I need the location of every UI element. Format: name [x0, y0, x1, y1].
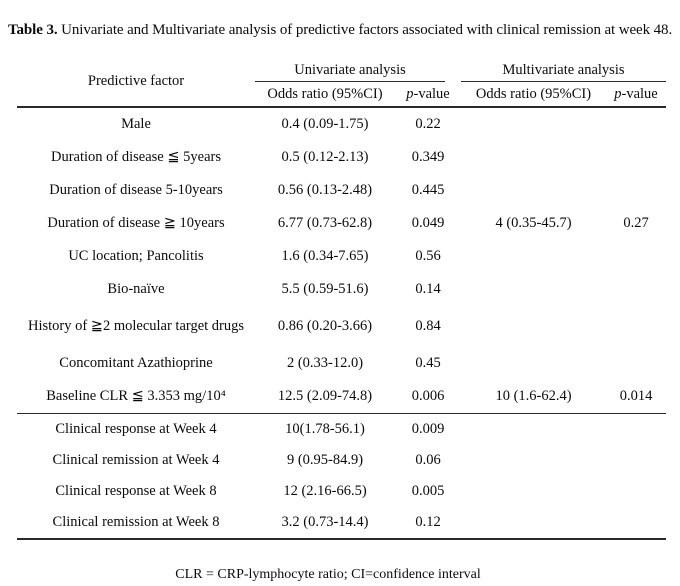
table-row: Baseline CLR ≦ 3.353 mg/10⁴ 12.5 (2.09-7… — [17, 380, 666, 413]
cell-uni-p-value: 0.349 — [411, 149, 445, 165]
table-body-outcomes: Clinical response at Week 4 10(1.78-56.1… — [17, 413, 666, 540]
table-row: Clinical response at Week 4 10(1.78-56.1… — [17, 414, 666, 445]
cell-factor: Clinical remission at Week 4 — [52, 452, 220, 468]
table-row: History of ≧2 molecular target drugs 0.8… — [17, 306, 666, 347]
header-multi-odds-ratio: Odds ratio (95%CI) — [475, 85, 592, 102]
cell-factor: Bio-naïve — [107, 281, 165, 297]
header-uni-odds-ratio: Odds ratio (95%CI) — [267, 85, 383, 102]
cell-uni-odds-ratio: 9 (0.95-84.9) — [286, 452, 364, 468]
cell-uni-odds-ratio: 6.77 (0.73-62.8) — [277, 215, 373, 231]
cell-uni-p-value: 0.45 — [415, 355, 441, 371]
cell-uni-odds-ratio: 0.5 (0.12-2.13) — [281, 149, 369, 165]
table-row: Clinical remission at Week 8 3.2 (0.73-1… — [17, 507, 666, 538]
cell-multi-p-value: 0.014 — [619, 388, 653, 404]
table-caption-label: Table 3. — [8, 22, 58, 38]
cell-factor: Duration of disease 5-10years — [49, 182, 223, 198]
table-row: UC location; Pancolitis 1.6 (0.34-7.65) … — [17, 240, 666, 273]
cell-uni-odds-ratio: 0.86 (0.20-3.66) — [277, 318, 373, 335]
cell-factor: Clinical response at Week 4 — [55, 421, 217, 437]
table-row: Male 0.4 (0.09-1.75) 0.22 — [17, 108, 666, 141]
cell-uni-odds-ratio: 3.2 (0.73-14.4) — [281, 514, 369, 530]
table-caption: Table 3. Univariate and Multivariate ana… — [8, 19, 676, 42]
table-row: Duration of disease ≦ 5years 0.5 (0.12-2… — [17, 141, 666, 174]
header-multi-p-value: p -value — [606, 82, 666, 106]
cell-factor: Duration of disease ≧ 10years — [47, 215, 225, 231]
data-table: Predictive factor Univariate analysis Mu… — [17, 57, 666, 540]
cell-factor: Duration of disease ≦ 5years — [51, 149, 221, 165]
cell-uni-p-value: 0.006 — [411, 388, 445, 404]
table-footnote: CLR = CRP-lymphocyte ratio; CI=confidenc… — [175, 567, 481, 582]
table-header: Predictive factor Univariate analysis Mu… — [17, 57, 666, 108]
cell-multi-p-value: 0.27 — [623, 215, 649, 231]
cell-multi-odds-ratio: 4 (0.35-45.7) — [495, 215, 572, 231]
table-caption-text: Univariate and Multivariate analysis of … — [57, 22, 673, 38]
table-row: Clinical response at Week 8 12 (2.16-66.… — [17, 476, 666, 507]
header-group-multivariate: Multivariate analysis — [461, 57, 666, 82]
p-italic: p — [614, 85, 622, 102]
p-rest: -value — [413, 85, 450, 102]
table-body-predictors: Male 0.4 (0.09-1.75) 0.22 Duration of di… — [17, 108, 666, 413]
cell-uni-p-value: 0.84 — [415, 318, 441, 335]
cell-uni-p-value: 0.14 — [415, 281, 441, 297]
p-rest: -value — [621, 85, 658, 102]
cell-multi-odds-ratio: 10 (1.6-62.4) — [495, 388, 572, 404]
cell-uni-p-value: 0.049 — [411, 215, 445, 231]
cell-uni-odds-ratio: 5.5 (0.59-51.6) — [281, 281, 369, 297]
table-row: Duration of disease 5-10years 0.56 (0.13… — [17, 174, 666, 207]
cell-uni-odds-ratio: 0.56 (0.13-2.48) — [277, 182, 373, 198]
header-group-univariate: Univariate analysis — [255, 57, 445, 82]
cell-factor: Clinical remission at Week 8 — [52, 514, 220, 530]
cell-uni-p-value: 0.12 — [415, 514, 441, 530]
cell-uni-p-value: 0.56 — [415, 248, 441, 264]
cell-factor: Concomitant Azathioprine — [59, 355, 213, 371]
cell-uni-p-value: 0.009 — [411, 421, 445, 437]
table-row: Concomitant Azathioprine 2 (0.33-12.0) 0… — [17, 347, 666, 380]
cell-factor: UC location; Pancolitis — [68, 248, 204, 264]
cell-uni-odds-ratio: 0.4 (0.09-1.75) — [281, 116, 369, 132]
cell-uni-odds-ratio: 2 (0.33-12.0) — [286, 355, 364, 371]
cell-uni-p-value: 0.005 — [411, 483, 445, 499]
table-row: Clinical remission at Week 4 9 (0.95-84.… — [17, 445, 666, 476]
table-row: Duration of disease ≧ 10years 6.77 (0.73… — [17, 207, 666, 240]
cell-uni-odds-ratio: 10(1.78-56.1) — [285, 421, 365, 437]
table-row: Bio-naïve 5.5 (0.59-51.6) 0.14 — [17, 273, 666, 306]
cell-factor: Male — [121, 116, 151, 132]
cell-factor: Clinical response at Week 8 — [55, 483, 217, 499]
cell-uni-odds-ratio: 12.5 (2.09-74.8) — [277, 388, 373, 404]
cell-factor: History of ≧2 molecular target drugs — [27, 318, 245, 335]
header-uni-p-value: p -value — [395, 82, 461, 106]
cell-factor: Baseline CLR ≦ 3.353 mg/10⁴ — [46, 388, 226, 404]
cell-uni-p-value: 0.22 — [415, 116, 441, 132]
header-predictive-factor: Predictive factor — [87, 73, 185, 89]
cell-uni-p-value: 0.06 — [415, 452, 441, 468]
cell-uni-odds-ratio: 1.6 (0.34-7.65) — [281, 248, 369, 264]
cell-uni-p-value: 0.445 — [411, 182, 445, 198]
cell-uni-odds-ratio: 12 (2.16-66.5) — [283, 483, 367, 499]
p-italic: p — [406, 85, 414, 102]
